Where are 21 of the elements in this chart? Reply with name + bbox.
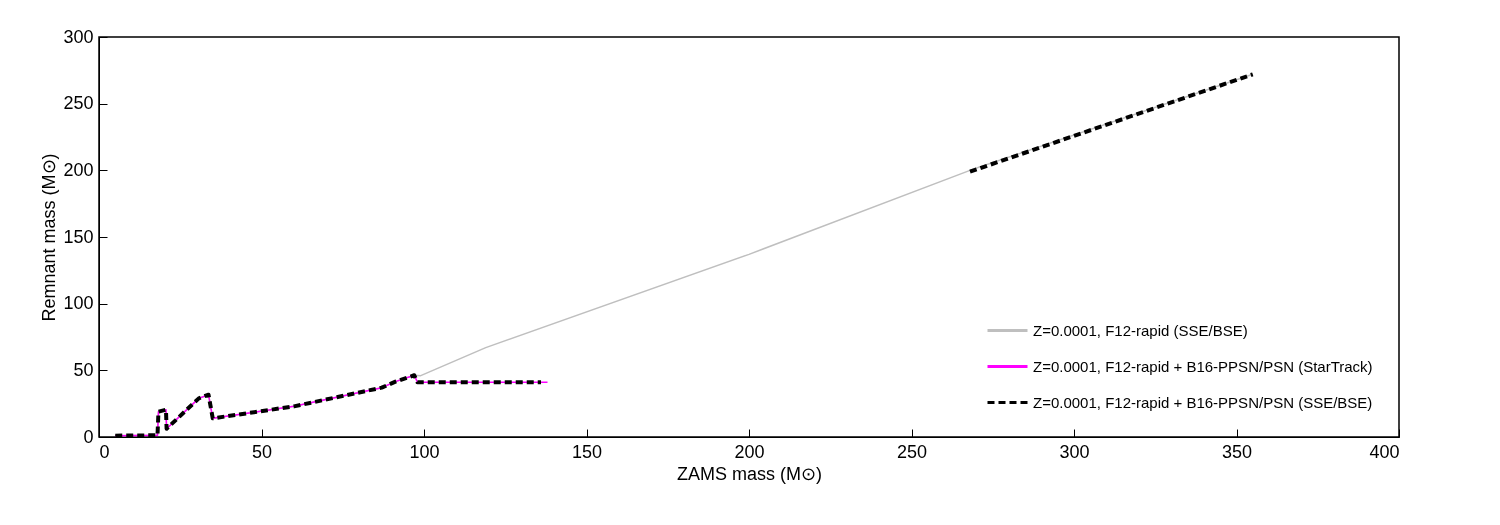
- y-tick-label: 100: [63, 293, 94, 314]
- x-tick-label: 200: [734, 441, 765, 462]
- x-tick-label: 150: [571, 441, 603, 462]
- x-tick-label: 100: [409, 441, 440, 462]
- y-tick-label: 250: [63, 93, 94, 114]
- x-tick-label: 350: [1221, 441, 1253, 462]
- x-tick-label: 50: [251, 441, 273, 462]
- y-tick-label: 300: [63, 26, 94, 47]
- y-tick-label: 50: [73, 359, 94, 380]
- x-axis-title: ZAMS mass (M⊙): [677, 463, 822, 484]
- y-axis-title: Remnant mass (M⊙): [39, 153, 60, 322]
- x-tick-label: 300: [1059, 441, 1090, 462]
- y-tick-label: 0: [83, 426, 94, 447]
- legend-label: Z=0.0001, F12-rapid (SSE/BSE): [1033, 321, 1248, 339]
- legend-label: Z=0.0001, F12-rapid + B16-PPSN/PSN (StarTrack): [1033, 357, 1373, 375]
- legend-label: Z=0.0001, F12-rapid + B16-PPSN/PSN (SSE/BSE): [1033, 393, 1373, 411]
- y-tick-label: 150: [63, 226, 94, 247]
- x-tick-label: 0: [99, 441, 110, 462]
- x-tick-label: 400: [1369, 441, 1400, 462]
- x-tick-label: 250: [896, 441, 928, 462]
- y-tick-label: 200: [63, 159, 94, 180]
